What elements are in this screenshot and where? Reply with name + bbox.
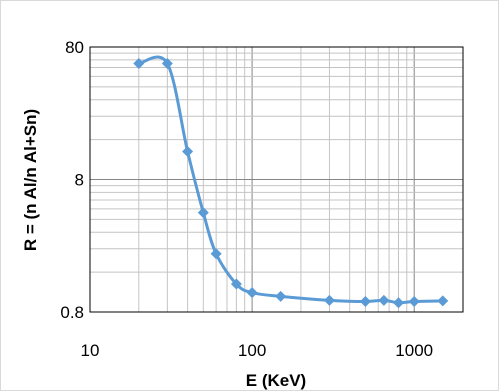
- x-axis-title: E (KeV): [246, 371, 306, 390]
- data-point-marker: [323, 294, 335, 306]
- series-layer: [133, 55, 449, 309]
- data-point-marker: [392, 297, 404, 309]
- x-tick-label: 10: [81, 341, 100, 360]
- data-point-marker: [246, 287, 258, 299]
- x-tick-label: 1000: [395, 341, 433, 360]
- data-point-marker: [182, 146, 194, 158]
- data-point-marker: [161, 58, 173, 70]
- data-point-marker: [275, 290, 287, 302]
- y-axis-title: R = (n Al/n Al+Sn): [21, 109, 40, 251]
- plot-frame: [89, 46, 464, 313]
- data-point-marker: [197, 207, 209, 219]
- data-point-marker: [230, 278, 242, 290]
- tick-labels: 10 100 1000 0.8 8 80: [60, 38, 433, 360]
- grid: [90, 47, 463, 312]
- data-point-marker: [378, 294, 390, 306]
- data-point-marker: [437, 295, 449, 307]
- y-tick-label: 0.8: [60, 303, 84, 322]
- y-tick-label: 80: [65, 38, 84, 57]
- data-point-marker: [133, 58, 145, 70]
- data-point-marker: [359, 296, 371, 308]
- y-tick-label: 8: [75, 171, 84, 190]
- data-point-marker: [408, 296, 420, 308]
- x-tick-label: 100: [238, 341, 266, 360]
- data-point-marker: [210, 248, 222, 260]
